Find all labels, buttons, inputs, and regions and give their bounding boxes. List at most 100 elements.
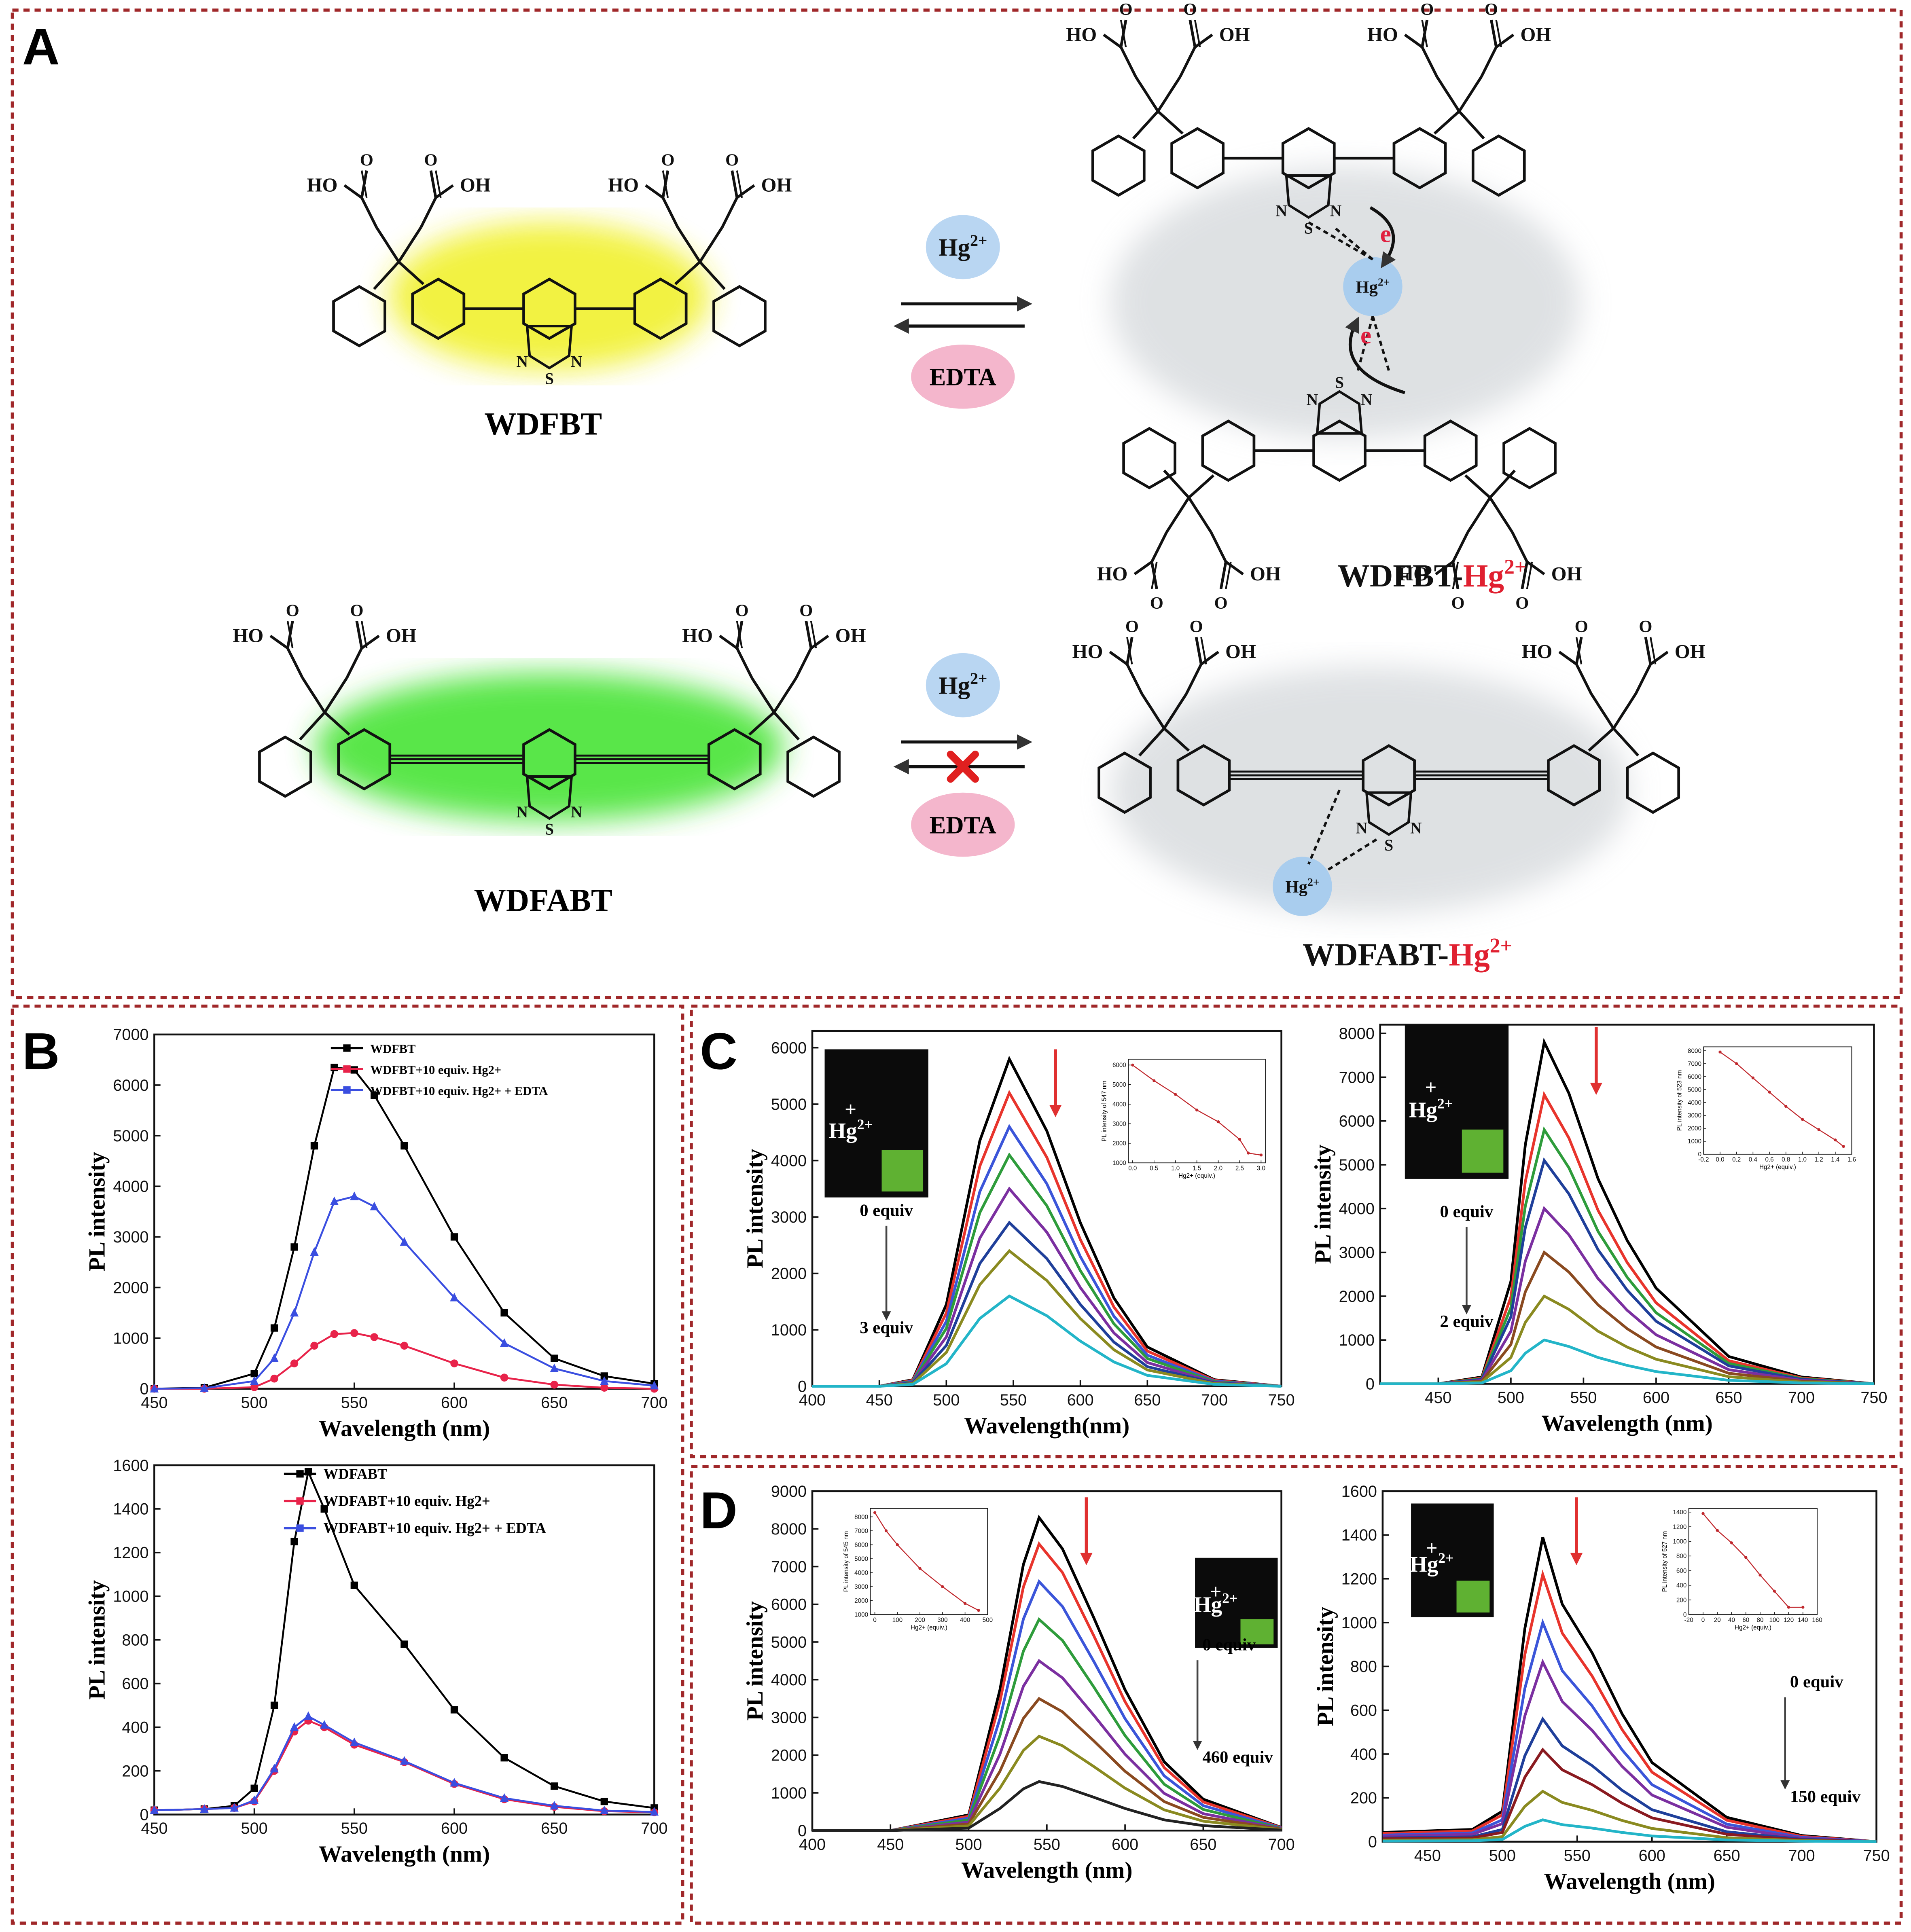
bond — [1187, 497, 1212, 533]
bond — [805, 620, 813, 649]
marker — [371, 1091, 378, 1099]
inset-marker — [1718, 1050, 1722, 1054]
bond — [1649, 637, 1657, 664]
y-tick-label: 2000 — [1339, 1288, 1375, 1306]
series-line — [1382, 1618, 1877, 1843]
bond — [1189, 19, 1197, 48]
bond — [1200, 651, 1219, 666]
ring — [337, 728, 392, 791]
bond — [419, 197, 437, 228]
electron-label: e — [1380, 221, 1391, 248]
y-tick-label: 1000 — [771, 1321, 807, 1339]
marker — [450, 1233, 458, 1241]
marker — [400, 1342, 409, 1350]
atom-label: O — [1125, 617, 1139, 636]
ion-label: Hg2+ — [1194, 1590, 1237, 1617]
bond — [719, 635, 738, 650]
atom-label: O — [1150, 594, 1163, 613]
atom-label: OH — [386, 624, 417, 646]
inset-marker — [1131, 1063, 1134, 1067]
atom-label: O — [1639, 617, 1652, 636]
inset-marker — [873, 1511, 877, 1514]
x-tick-label: 0.4 — [1749, 1156, 1758, 1163]
ring — [522, 277, 576, 340]
inset-marker — [1842, 1145, 1845, 1148]
y-axis-label: PL intensity of 523 nm — [1676, 1070, 1683, 1131]
x-tick-label: 700 — [1201, 1391, 1228, 1409]
x-tick-label: 600 — [441, 1394, 468, 1411]
atom-label: O — [1451, 594, 1464, 613]
x-tick-label: 3.0 — [1257, 1165, 1265, 1172]
y-tick-label: 1000 — [1688, 1138, 1701, 1145]
bond — [1179, 47, 1197, 78]
marker — [450, 1778, 459, 1787]
bond — [773, 711, 800, 741]
bond — [1458, 76, 1483, 112]
thiadiazole — [1285, 174, 1333, 219]
inset-marker — [1787, 1606, 1790, 1609]
y-tick-label: 0 — [140, 1380, 149, 1398]
marker — [250, 1376, 259, 1385]
panel-label: B — [22, 1022, 60, 1080]
bond — [795, 648, 812, 679]
bond — [1219, 561, 1227, 589]
bond — [1157, 76, 1182, 112]
marker — [270, 1763, 279, 1773]
x-tick-label: 0.2 — [1732, 1156, 1741, 1163]
bond — [1435, 561, 1454, 576]
marker — [400, 1237, 409, 1246]
y-tick-label: 200 — [1350, 1789, 1377, 1807]
x-tick-label: 600 — [1643, 1389, 1669, 1407]
panel-frames — [11, 8, 1903, 1925]
atom-label: S — [1384, 836, 1393, 854]
x-tick-label: -0.2 — [1698, 1156, 1709, 1163]
y-tick-label: 400 — [122, 1719, 148, 1737]
y-tick-label: 7000 — [1688, 1060, 1701, 1067]
atom-label: HO — [608, 174, 639, 196]
plot-frame — [870, 1508, 988, 1615]
annotation: 3 equiv — [860, 1318, 913, 1337]
reagent-bubble — [911, 344, 1015, 409]
ion-label: WDFABT-Hg2+ — [1303, 934, 1512, 973]
ring — [411, 277, 466, 340]
marker — [600, 1797, 608, 1805]
bond — [1489, 497, 1514, 533]
x-tick-label: 1.0 — [1171, 1165, 1180, 1172]
x-tick-label: 550 — [341, 1820, 368, 1837]
marker — [250, 1370, 258, 1378]
ion-symbol: Hg — [1356, 278, 1378, 297]
atom-label: HO — [1097, 563, 1128, 585]
y-tick-label: 7000 — [113, 1026, 148, 1044]
x-axis-label: Wavelength (nm) — [1541, 1411, 1712, 1436]
coordination — [1308, 221, 1373, 261]
reagent-label: EDTA — [930, 812, 996, 839]
reagent-bubble — [926, 215, 1000, 279]
x-tick-label: 650 — [1715, 1389, 1742, 1407]
bond — [1194, 20, 1201, 47]
atom-label: HO — [1521, 640, 1552, 662]
bond — [1126, 663, 1143, 695]
y-axis-label: PL intensity — [742, 1149, 768, 1268]
x-tick-label: 650 — [1714, 1847, 1740, 1864]
y-tick-label: 3000 — [1112, 1121, 1126, 1128]
ring — [1471, 134, 1526, 197]
bond — [1132, 110, 1159, 140]
x-tick-label: 500 — [1489, 1847, 1516, 1864]
bond — [1575, 637, 1583, 664]
marker — [350, 1191, 359, 1200]
inset-marker — [1730, 1541, 1733, 1545]
y-axis-label: PL intensity — [742, 1601, 768, 1721]
bond — [1151, 561, 1158, 589]
bond — [1103, 34, 1122, 49]
ion-label: Hg2+ — [1356, 276, 1390, 297]
compound-label: WDFABT — [474, 883, 612, 918]
bond — [1458, 110, 1485, 140]
bond — [750, 677, 775, 713]
marker — [551, 1782, 558, 1790]
y-tick-label: 2000 — [1688, 1125, 1701, 1132]
y-tick-label: 1400 — [1341, 1526, 1377, 1544]
y-tick-label: 6000 — [1339, 1113, 1375, 1130]
ion-symbol: Hg — [1449, 937, 1489, 973]
bond — [1436, 76, 1460, 112]
